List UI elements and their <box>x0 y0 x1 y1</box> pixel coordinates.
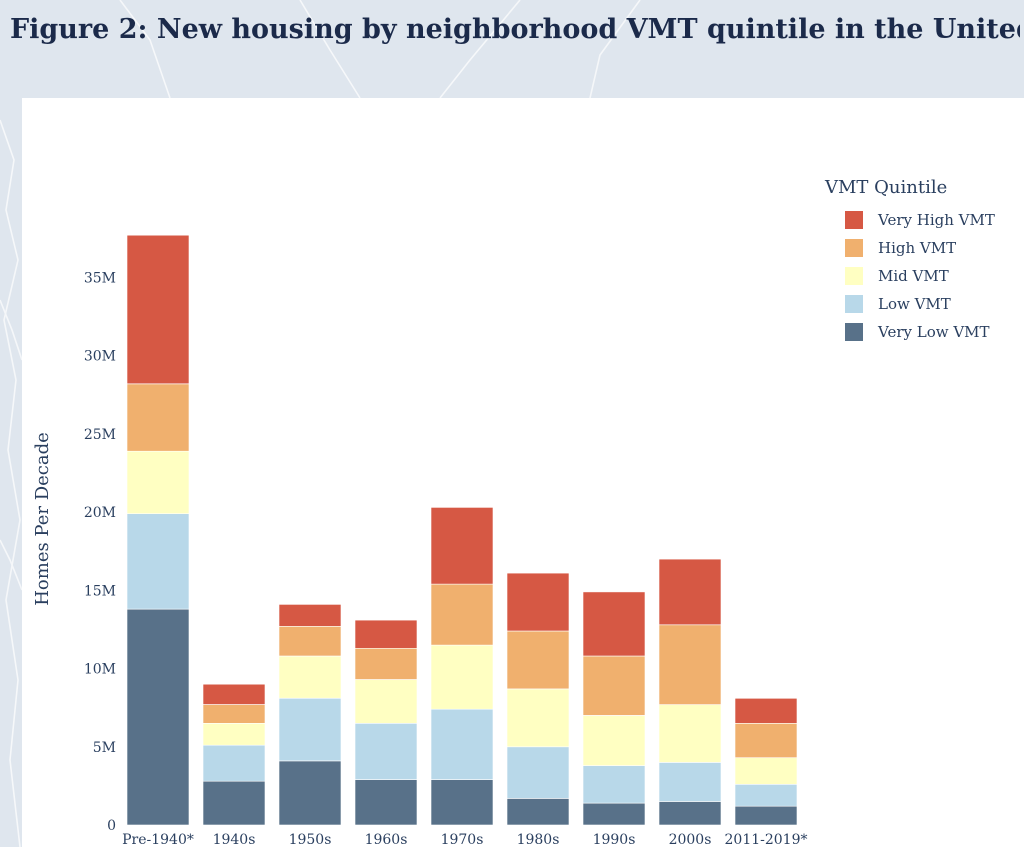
y-tick-label: 5M <box>93 740 116 756</box>
bar-1980s-mid-vmt <box>506 688 570 748</box>
x-tick-label: 2000s <box>669 832 712 847</box>
bar-pre-1940-low-vmt <box>126 513 190 610</box>
y-tick-label: 20M <box>84 505 116 521</box>
x-tick-label: Pre-1940* <box>122 832 194 847</box>
bar-1980s-high-vmt <box>506 630 570 690</box>
y-tick-label: 10M <box>84 662 116 678</box>
bar-2011-2019-very-high-vmt <box>734 697 798 724</box>
bar-1940s-very-low-vmt <box>202 780 266 826</box>
y-tick-label: 15M <box>84 583 116 599</box>
y-tick-label: 30M <box>84 349 116 365</box>
bar-1970s-very-low-vmt <box>430 779 494 826</box>
x-tick-label: 1940s <box>213 832 256 847</box>
bar-1990s-very-low-vmt <box>582 802 646 826</box>
x-tick-label: 2011-2019* <box>725 832 808 847</box>
bar-1970s-high-vmt <box>430 583 494 646</box>
legend-item-mid-vmt[interactable]: Mid VMT <box>825 262 1015 290</box>
bar-pre-1940-high-vmt <box>126 383 190 452</box>
bar-2000s-low-vmt <box>658 762 722 802</box>
bar-pre-1940-mid-vmt <box>126 450 190 515</box>
legend-items: Very High VMT High VMT Mid VMT Low VMT Very … <box>825 206 1015 346</box>
x-tick-label: 1950s <box>289 832 332 847</box>
legend-item-very-high-vmt[interactable]: Very High VMT <box>825 206 1015 234</box>
legend-swatch <box>845 239 863 257</box>
bar-1990s-mid-vmt <box>582 715 646 766</box>
y-tick-label: 25M <box>84 427 116 443</box>
bar-1980s-low-vmt <box>506 746 570 799</box>
bar-1980s-very-high-vmt <box>506 572 570 632</box>
bar-1960s-high-vmt <box>354 647 418 680</box>
y-axis-ticks: 0 5M 10M 15M 20M 25M 30M 35M <box>84 271 116 835</box>
legend-item-high-vmt[interactable]: High VMT <box>825 234 1015 262</box>
bar-1960s-mid-vmt <box>354 679 418 724</box>
chart-legend: VMT Quintile Very High VMT High VMT Mid VM… <box>825 176 1015 346</box>
bar-1970s-mid-vmt <box>430 644 494 710</box>
bar-2011-2019-high-vmt <box>734 722 798 758</box>
x-axis-ticks: Pre-1940* 1940s 1950s 1960s 1970s 1980s 1990s 2… <box>122 832 807 847</box>
bar-1960s-very-low-vmt <box>354 779 418 826</box>
figure-title: Figure 2: New housing by neighborhood VM… <box>10 14 1020 45</box>
bar-1990s-high-vmt <box>582 655 646 716</box>
bar-2011-2019-mid-vmt <box>734 757 798 785</box>
x-tick-label: 1970s <box>441 832 484 847</box>
bar-pre-1940-very-low-vmt <box>126 608 190 826</box>
y-tick-label: 35M <box>84 271 116 287</box>
bar-1940s-high-vmt <box>202 704 266 724</box>
legend-swatch <box>845 323 863 341</box>
x-tick-label: 1990s <box>593 832 636 847</box>
bar-1970s-low-vmt <box>430 708 494 780</box>
bar-1940s-mid-vmt <box>202 722 266 746</box>
bar-1950s-high-vmt <box>278 625 342 657</box>
legend-title: VMT Quintile <box>825 177 948 198</box>
bar-1950s-low-vmt <box>278 697 342 762</box>
chart-panel: 0 5M 10M 15M 20M 25M 30M 35M Pre-1940* 1940s 1950… <box>22 98 1024 847</box>
bar-1950s-very-high-vmt <box>278 604 342 627</box>
bar-2000s-very-low-vmt <box>658 801 722 826</box>
bar-1980s-very-low-vmt <box>506 798 570 826</box>
bar-pre-1940-very-high-vmt <box>126 234 190 385</box>
y-tick-label: 0 <box>107 818 116 834</box>
bar-2000s-very-high-vmt <box>658 558 722 626</box>
plot-bars <box>126 234 798 826</box>
bar-1940s-low-vmt <box>202 744 266 782</box>
legend-item-very-low-vmt[interactable]: Very Low VMT <box>825 318 1015 346</box>
bar-2000s-mid-vmt <box>658 704 722 763</box>
legend-label: Low VMT <box>878 295 951 313</box>
bar-1940s-very-high-vmt <box>202 683 266 705</box>
legend-label: Very High VMT <box>878 211 995 229</box>
bar-1990s-very-high-vmt <box>582 591 646 657</box>
x-tick-label: 1960s <box>365 832 408 847</box>
bar-1950s-mid-vmt <box>278 655 342 699</box>
y-axis-title: Homes Per Decade <box>32 432 53 606</box>
bar-1950s-very-low-vmt <box>278 760 342 826</box>
legend-label: High VMT <box>878 239 957 257</box>
bar-2000s-high-vmt <box>658 624 722 705</box>
stacked-bar-chart: 0 5M 10M 15M 20M 25M 30M 35M Pre-1940* 1940s 1950… <box>32 234 808 847</box>
bar-1970s-very-high-vmt <box>430 507 494 585</box>
bar-1990s-low-vmt <box>582 765 646 804</box>
bar-1960s-low-vmt <box>354 722 418 780</box>
x-tick-label: 1980s <box>517 832 560 847</box>
legend-label: Very Low VMT <box>878 323 990 341</box>
bar-1960s-very-high-vmt <box>354 619 418 649</box>
bar-2011-2019-very-low-vmt <box>734 805 798 826</box>
legend-item-low-vmt[interactable]: Low VMT <box>825 290 1015 318</box>
legend-swatch <box>845 211 863 229</box>
legend-swatch <box>845 295 863 313</box>
legend-swatch <box>845 267 863 285</box>
legend-label: Mid VMT <box>878 267 949 285</box>
bar-2011-2019-low-vmt <box>734 783 798 807</box>
